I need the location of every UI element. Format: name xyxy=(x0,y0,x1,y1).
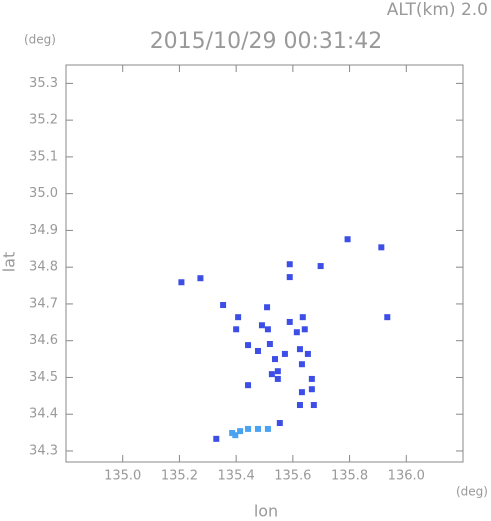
y-tick-label: 35.0 xyxy=(29,186,58,201)
x-tick-label: 135.8 xyxy=(331,469,368,484)
echo-point xyxy=(286,318,293,325)
echo-point xyxy=(286,274,293,281)
echo-point xyxy=(213,435,220,442)
echo-point xyxy=(296,346,303,353)
y-axis-label: lat xyxy=(0,252,19,273)
altitude: ALT(km) 2.0 xyxy=(387,0,488,20)
echo-point xyxy=(281,350,288,357)
echo-point xyxy=(344,236,351,243)
x-tick-label: 136.0 xyxy=(388,469,425,484)
y-unit: (deg) xyxy=(24,33,56,47)
echo-point xyxy=(274,375,281,382)
echo-point xyxy=(264,304,271,311)
echo-point xyxy=(308,386,315,393)
echo-point xyxy=(229,429,236,436)
y-tick-label: 34.9 xyxy=(29,223,58,238)
y-tick-label: 35.1 xyxy=(29,149,58,164)
echo-point xyxy=(274,368,281,375)
echo-point xyxy=(245,342,252,349)
echo-point xyxy=(254,347,261,354)
echo-point xyxy=(245,425,252,432)
y-tick-label: 34.5 xyxy=(29,370,58,385)
echo-point xyxy=(237,428,244,435)
echo-point xyxy=(293,329,300,336)
echo-point xyxy=(271,356,278,363)
x-unit: (deg) xyxy=(456,485,488,499)
x-tick-label: 135.4 xyxy=(218,469,255,484)
echo-point xyxy=(299,314,306,321)
echo-point xyxy=(384,314,391,321)
y-tick-label: 35.3 xyxy=(29,76,58,91)
y-tick-label: 34.7 xyxy=(29,296,58,311)
echo-point xyxy=(286,261,293,268)
echo-point xyxy=(235,314,242,321)
y-tick-label: 34.4 xyxy=(29,407,58,422)
echo-point xyxy=(266,341,273,348)
echo-point xyxy=(308,375,315,382)
echo-point xyxy=(233,326,240,333)
echo-point xyxy=(298,389,305,396)
y-tick-label: 34.6 xyxy=(29,333,58,348)
chart-title: 2015/10/29 00:31:42 xyxy=(150,29,383,54)
x-axis-label: lon xyxy=(254,502,278,521)
echo-point xyxy=(317,263,324,270)
echo-point xyxy=(220,302,227,309)
echo-point xyxy=(268,371,275,378)
echo-point xyxy=(197,275,204,282)
echo-point xyxy=(378,244,385,251)
plot-frame xyxy=(65,64,464,463)
y-tick-label: 34.3 xyxy=(29,443,58,458)
echo-point xyxy=(258,322,265,329)
echo-point xyxy=(264,425,271,432)
echo-point xyxy=(304,350,311,357)
x-tick-label: 135.0 xyxy=(104,469,141,484)
echo-point xyxy=(298,361,305,368)
y-tick-label: 34.8 xyxy=(29,260,58,275)
echo-point xyxy=(232,432,239,439)
echo-point xyxy=(245,382,252,389)
x-tick-label: 135.2 xyxy=(161,469,198,484)
echo-point xyxy=(310,402,317,409)
echo-point xyxy=(276,420,283,427)
echo-point xyxy=(178,279,185,286)
echo-point xyxy=(301,326,308,333)
y-tick-label: 35.2 xyxy=(29,113,58,128)
echo-point xyxy=(254,425,261,432)
echo-point xyxy=(264,326,271,333)
x-tick-label: 135.6 xyxy=(274,469,311,484)
echo-point xyxy=(296,402,303,409)
